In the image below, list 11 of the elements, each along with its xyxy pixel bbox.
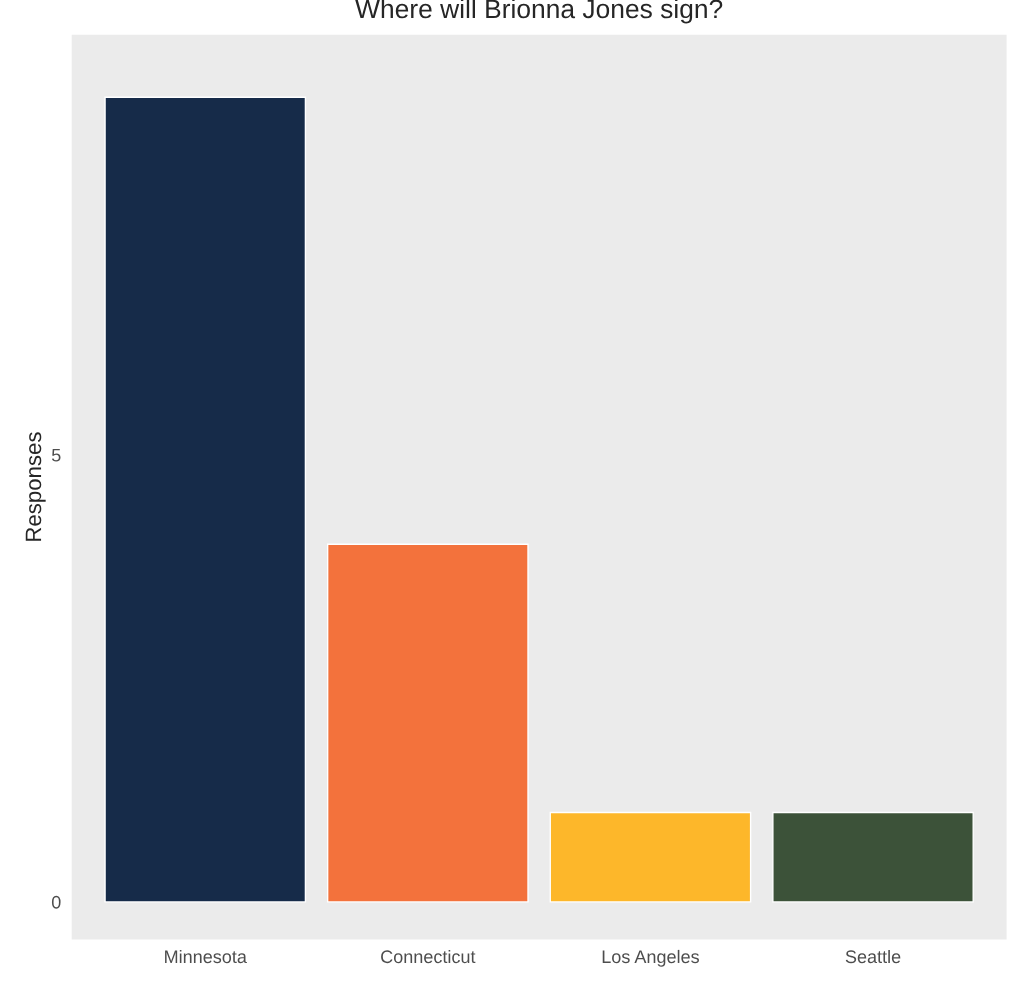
x-tick-label: Minnesota [165, 949, 247, 964]
x-tick-label: Seattle [845, 949, 901, 964]
y-axis-title: Responses [25, 432, 46, 541]
bar [104, 96, 307, 903]
x-tick-label: Los Angeles [602, 949, 699, 967]
y-tick-label: 5 [51, 449, 61, 462]
y-tick-label: 0 [51, 895, 61, 909]
bar [772, 811, 974, 903]
bar [549, 811, 752, 903]
x-tick-label: Connecticut [381, 949, 476, 964]
bar [326, 543, 529, 903]
